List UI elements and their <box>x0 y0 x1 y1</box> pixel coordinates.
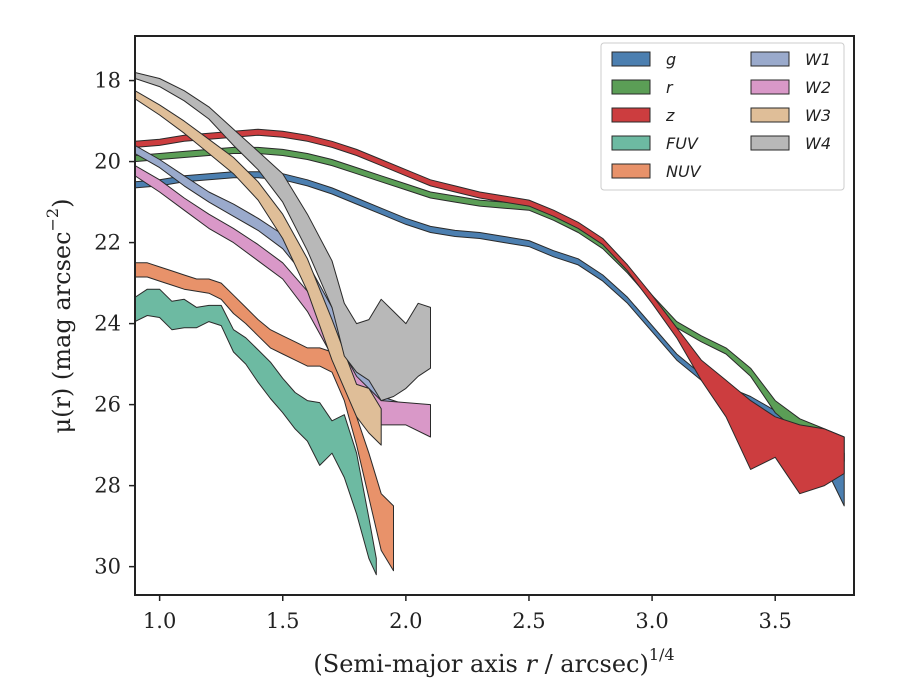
legend-swatch-W4 <box>750 135 790 151</box>
plot-frame <box>134 35 855 596</box>
legend-swatch-g <box>611 51 651 67</box>
legend-swatch-NUV <box>611 163 651 179</box>
legend-label-g: g <box>666 50 676 69</box>
series-bands <box>135 72 845 576</box>
x-tick-label: 3.0 <box>635 609 668 633</box>
y-tick-label: 24 <box>94 312 121 336</box>
legend-swatch-r <box>611 79 651 95</box>
x-axis: 1.0 1.5 2.0 2.5 3.0 3.5 <box>143 595 792 633</box>
x-tick-label: 2.0 <box>389 609 422 633</box>
x-tick-label: 3.5 <box>759 609 792 633</box>
y-axis-label-close: ) <box>48 199 76 208</box>
y-tick-label: 28 <box>94 474 121 498</box>
series-band-W2 <box>135 165 431 438</box>
y-tick-label: 18 <box>94 69 121 93</box>
y-axis-label-sup: −2 <box>43 208 62 232</box>
legend-label-NUV: NUV <box>666 162 702 181</box>
series-band-z <box>135 128 845 495</box>
legend-swatch-W2 <box>750 79 790 95</box>
x-tick-label: 1.0 <box>143 609 176 633</box>
x-tick-label: 2.5 <box>512 609 545 633</box>
legend-label-W3: W3 <box>805 106 831 125</box>
x-tick-label: 1.5 <box>266 609 299 633</box>
legend-label-W2: W2 <box>805 78 831 97</box>
series-band-g <box>135 171 845 507</box>
legend-swatch-FUV <box>611 135 651 151</box>
x-axis-label-main: (Semi-major axis r / arcsec) <box>313 650 648 678</box>
x-axis-label-sup: 1/4 <box>649 645 675 664</box>
y-axis-label-main: μ(r) (mag arcsec <box>48 231 76 433</box>
series-band-FUV <box>135 288 377 576</box>
y-tick-label: 26 <box>94 393 121 417</box>
legend-label-FUV: FUV <box>666 134 699 153</box>
legend-label-W1: W1 <box>805 50 831 69</box>
y-axis: 18 20 22 24 26 28 30 <box>94 69 135 579</box>
x-axis-label-part: / arcsec) <box>537 650 649 678</box>
legend-swatch-W3 <box>750 107 790 123</box>
series-band-NUV <box>135 262 394 572</box>
x-axis-label-var: r <box>525 650 538 678</box>
series-band-W4 <box>135 72 431 402</box>
y-tick-label: 20 <box>94 150 121 174</box>
y-tick-label: 22 <box>94 231 121 255</box>
y-axis-label: μ(r) (mag arcsec−2) <box>43 199 76 434</box>
legend: grz FUV NUV W1 W2 W3 W4 <box>600 42 845 191</box>
legend-label-z: z <box>665 106 675 125</box>
x-axis-label: (Semi-major axis r / arcsec)1/4 <box>313 645 674 678</box>
legend-swatch-W1 <box>750 51 790 67</box>
y-tick-label: 30 <box>94 555 121 579</box>
legend-label-r: r <box>666 78 674 97</box>
x-axis-label-part: (Semi-major axis <box>313 650 525 678</box>
series-band-W3 <box>135 90 382 446</box>
legend-swatch-z <box>611 107 651 123</box>
legend-label-W4: W4 <box>805 134 831 153</box>
